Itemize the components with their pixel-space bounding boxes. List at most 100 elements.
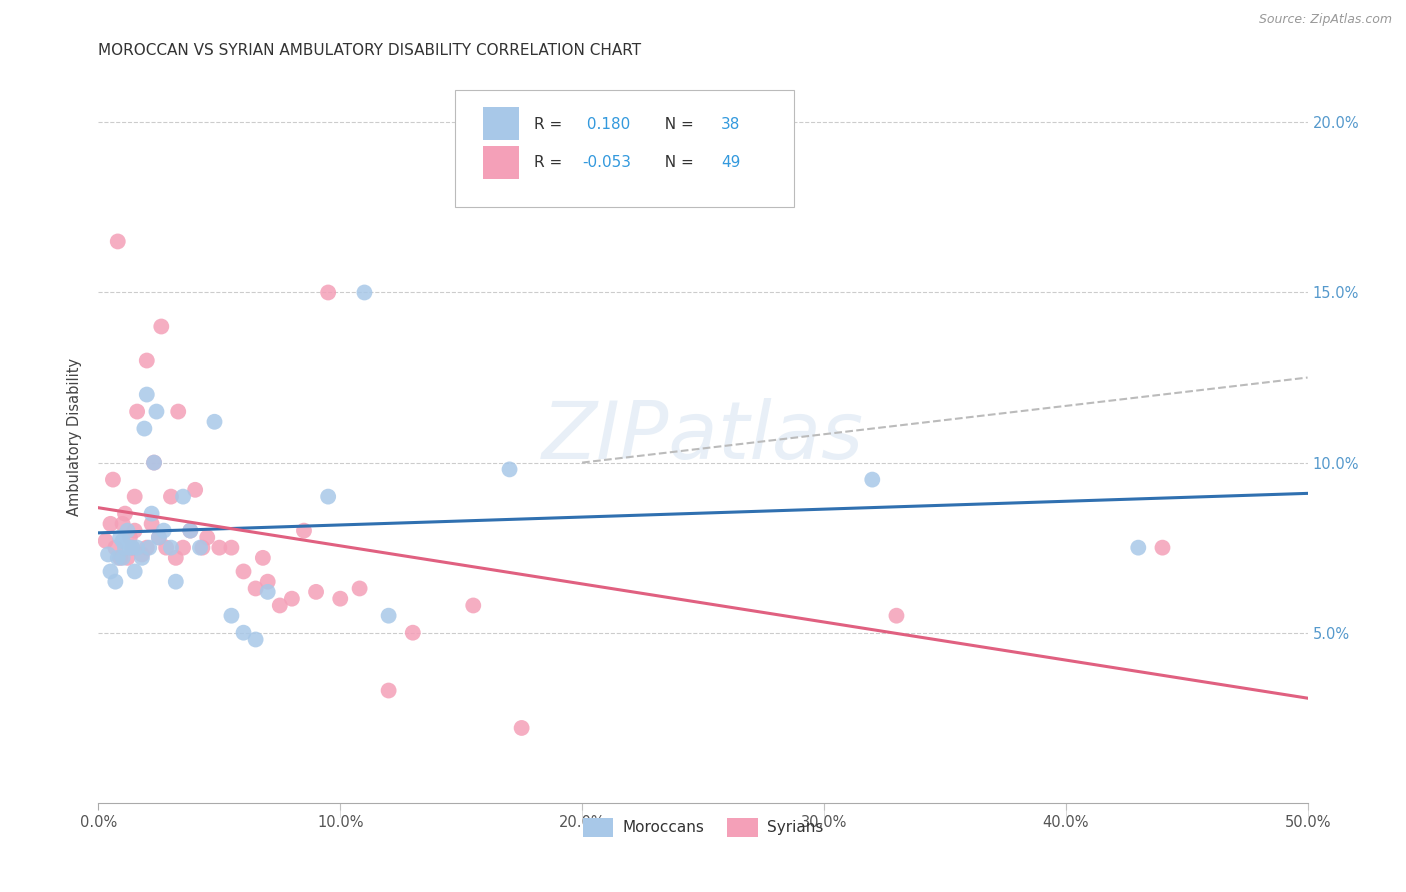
Text: Source: ZipAtlas.com: Source: ZipAtlas.com <box>1258 13 1392 27</box>
Text: 38: 38 <box>721 117 741 131</box>
Text: 0.180: 0.180 <box>582 117 630 131</box>
Point <box>191 541 214 555</box>
Text: R =: R = <box>534 117 567 131</box>
Point <box>165 550 187 565</box>
Point <box>232 625 254 640</box>
Point <box>117 524 139 538</box>
Point <box>124 524 146 538</box>
Point <box>111 516 134 531</box>
Point <box>160 490 183 504</box>
Point <box>127 541 149 555</box>
Point <box>111 533 134 548</box>
Point <box>245 582 267 596</box>
Point <box>135 353 157 368</box>
Point <box>121 541 143 555</box>
Point <box>145 404 167 418</box>
Point <box>160 541 183 555</box>
Point <box>184 483 207 497</box>
Point <box>118 531 141 545</box>
Point <box>124 565 146 579</box>
Point <box>195 531 218 545</box>
Text: R =: R = <box>534 155 567 170</box>
Point <box>1152 541 1174 555</box>
Point <box>155 541 177 555</box>
Point <box>107 550 129 565</box>
Text: ZIPatlas: ZIPatlas <box>541 398 865 476</box>
Point <box>152 524 174 538</box>
Point <box>245 632 267 647</box>
Point <box>121 541 143 555</box>
Point <box>114 541 136 555</box>
Point <box>281 591 304 606</box>
Point <box>269 599 291 613</box>
Point <box>377 683 399 698</box>
Point <box>292 524 315 538</box>
Point <box>97 548 120 562</box>
Point <box>1128 541 1150 555</box>
Point <box>402 625 425 640</box>
Point <box>252 550 274 565</box>
Text: 49: 49 <box>721 155 741 170</box>
Text: MOROCCAN VS SYRIAN AMBULATORY DISABILITY CORRELATION CHART: MOROCCAN VS SYRIAN AMBULATORY DISABILITY… <box>98 43 641 58</box>
Point <box>127 404 149 418</box>
Point <box>111 550 134 565</box>
Point <box>117 550 139 565</box>
Point <box>100 516 122 531</box>
Point <box>221 608 243 623</box>
Point <box>107 235 129 249</box>
Point <box>131 548 153 562</box>
FancyBboxPatch shape <box>456 90 793 207</box>
Point <box>208 541 231 555</box>
Point <box>108 531 131 545</box>
Y-axis label: Ambulatory Disability: Ambulatory Disability <box>67 358 83 516</box>
Point <box>329 591 352 606</box>
Point <box>886 608 908 623</box>
Point <box>104 574 127 589</box>
Point <box>221 541 243 555</box>
Point <box>232 565 254 579</box>
Point <box>141 516 163 531</box>
Point <box>138 541 160 555</box>
Point <box>143 456 166 470</box>
Point <box>510 721 533 735</box>
Point <box>131 550 153 565</box>
Point <box>256 574 278 589</box>
Point <box>135 541 157 555</box>
Text: N =: N = <box>655 155 699 170</box>
Point <box>118 541 141 555</box>
Point <box>377 608 399 623</box>
Point <box>165 574 187 589</box>
Point <box>135 387 157 401</box>
Point <box>114 507 136 521</box>
Point <box>143 456 166 470</box>
Point <box>167 404 190 418</box>
Point <box>498 462 520 476</box>
Point <box>124 490 146 504</box>
Point <box>108 550 131 565</box>
Point <box>104 541 127 555</box>
Text: -0.053: -0.053 <box>582 155 631 170</box>
Point <box>179 524 201 538</box>
Point <box>860 473 883 487</box>
Point <box>305 585 328 599</box>
Point <box>150 319 173 334</box>
Legend: Moroccans, Syrians: Moroccans, Syrians <box>576 812 830 843</box>
Point <box>148 531 170 545</box>
Point <box>463 599 485 613</box>
Point <box>316 490 339 504</box>
Point <box>256 585 278 599</box>
Point <box>172 490 194 504</box>
Point <box>134 421 156 435</box>
Point <box>188 541 211 555</box>
Bar <box>482 146 519 179</box>
Point <box>353 285 375 300</box>
Bar <box>482 107 519 140</box>
Point <box>101 473 124 487</box>
Text: N =: N = <box>655 117 699 131</box>
Point <box>179 524 201 538</box>
Point <box>100 565 122 579</box>
Point <box>316 285 339 300</box>
Point <box>94 533 117 548</box>
Point <box>172 541 194 555</box>
Point <box>349 582 371 596</box>
